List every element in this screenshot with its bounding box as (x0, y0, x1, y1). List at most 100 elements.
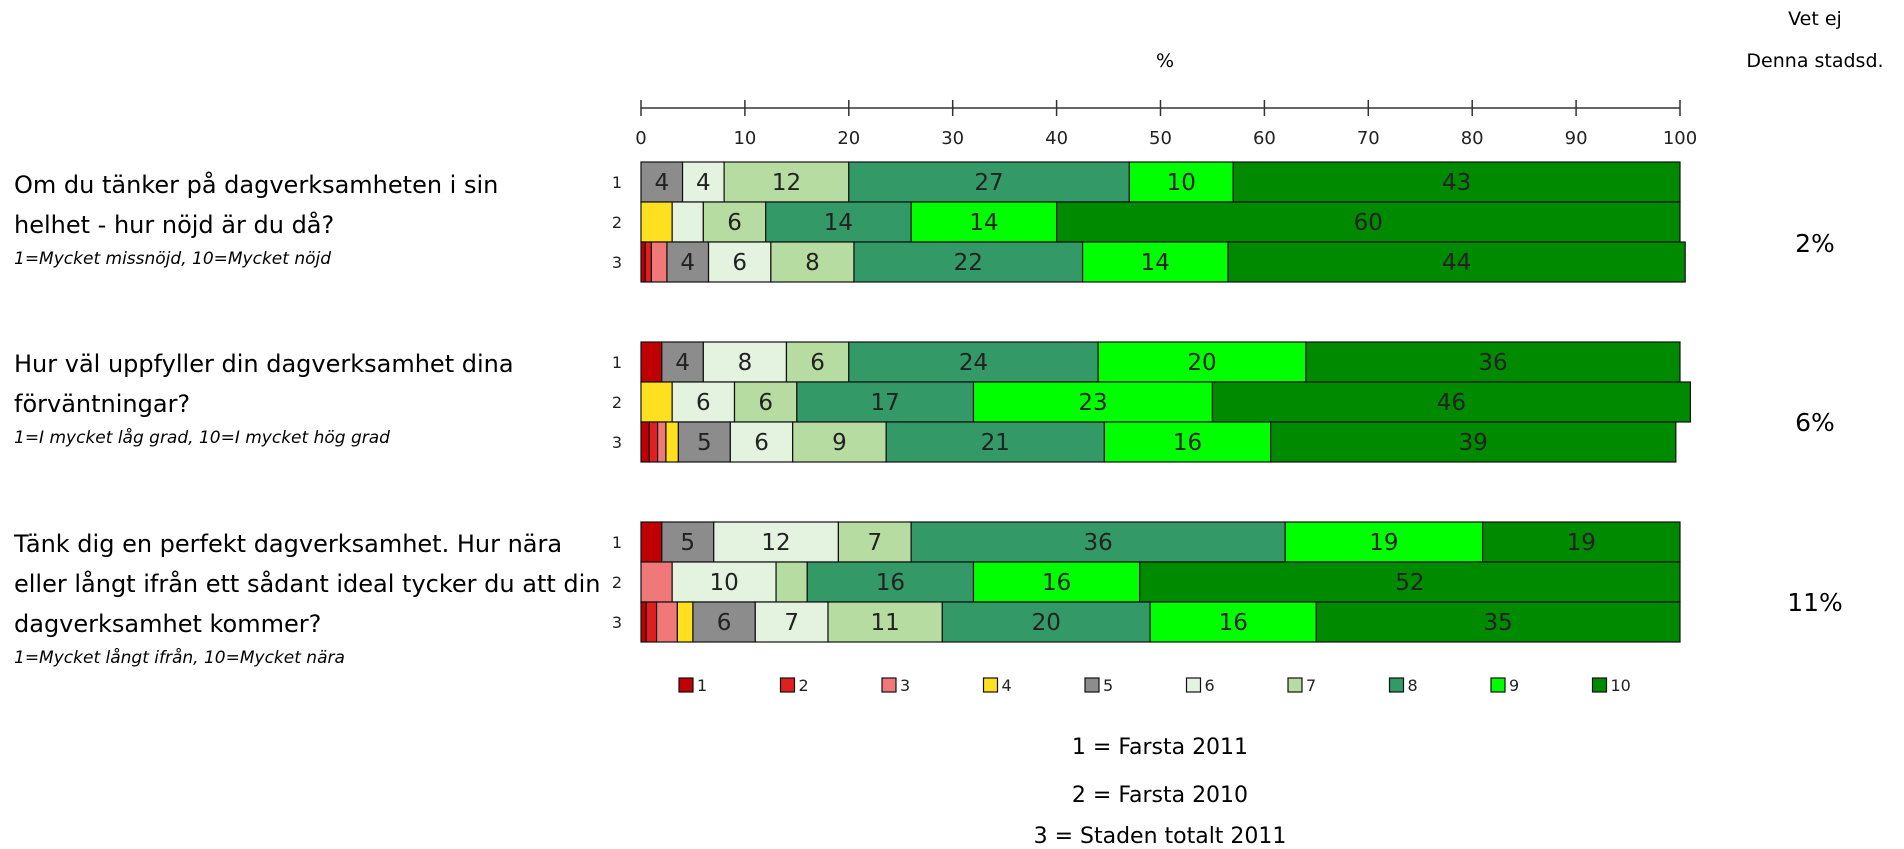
bar-segment-10 (1211, 381, 1691, 423)
bar-segment-6 (713, 521, 840, 563)
data-label: 7 (784, 610, 799, 636)
legend-swatch-10 (1591, 677, 1608, 693)
data-label: 16 (1173, 430, 1202, 456)
x-tick-label: 50 (1149, 128, 1172, 149)
data-label: 16 (1219, 610, 1248, 636)
data-label: 7 (867, 530, 882, 556)
legend-swatch-4 (982, 677, 999, 693)
bar-segment-5 (661, 521, 715, 563)
x-tick-label: 0 (635, 128, 646, 149)
row-label: 1 (612, 353, 622, 372)
data-label: 19 (1369, 530, 1398, 556)
bar-segment-2 (645, 601, 658, 643)
question-1-text: Om du tänker på dagverksamheten i sin he… (14, 171, 499, 239)
bar-segment-1 (640, 241, 646, 283)
question-2-scale: 1=I mycket låg grad, 10=I mycket hög gra… (14, 428, 390, 448)
bar-segment-2 (644, 241, 652, 283)
x-tick-label: 60 (1253, 128, 1276, 149)
data-label: 6 (717, 610, 732, 636)
row-label: 3 (612, 253, 622, 272)
bar-segment-5 (666, 241, 710, 283)
data-label: 4 (680, 250, 695, 276)
bar-segment-1 (640, 521, 663, 563)
unit-label: % (1155, 50, 1175, 72)
x-tick-label: 40 (1045, 128, 1068, 149)
row-label: 1 (612, 533, 622, 552)
data-label: 5 (697, 430, 712, 456)
data-label: 11 (871, 610, 900, 636)
question-1-scale: 1=Mycket missnöjd, 10=Mycket nöjd (14, 249, 332, 269)
data-label: 10 (1167, 170, 1196, 196)
bar-segment-7 (770, 241, 855, 283)
data-label: 12 (761, 530, 790, 556)
row-label: 2 (612, 213, 622, 232)
bar-segment-3 (655, 601, 678, 643)
footnote-2: 2 = Farsta 2010 (1071, 783, 1249, 808)
bar-segment-7 (733, 381, 798, 423)
question-3-text: Tänk dig en perfekt dagverksamhet. Hur n… (14, 530, 601, 638)
question-2-text: Hur väl uppfyller din dagverksamhet dina… (14, 350, 514, 418)
legend-swatch-9 (1490, 677, 1506, 693)
legend-swatch-8 (1388, 677, 1405, 693)
vet-ej-q2: 6% (1795, 408, 1835, 437)
data-label: 36 (1084, 530, 1113, 556)
legend-label-1: 1 (697, 676, 707, 695)
bar-segment-4 (665, 421, 680, 463)
data-label: 16 (1042, 570, 1071, 596)
legend-label-2: 2 (799, 676, 809, 695)
row-label: 1 (612, 173, 622, 192)
bar-segment-6 (754, 601, 829, 643)
vet-ej-q3: 11% (1787, 588, 1843, 617)
data-label: 8 (805, 250, 820, 276)
x-tick-label: 20 (837, 128, 860, 149)
bar-segment-1 (640, 421, 650, 463)
data-label: 5 (680, 530, 695, 556)
legend-label-5: 5 (1103, 676, 1113, 695)
x-tick-label: 10 (733, 128, 756, 149)
bar-segment-6 (681, 161, 725, 203)
bar-segment-3 (657, 421, 667, 463)
x-tick-label: 90 (1565, 128, 1588, 149)
bar-segment-8 (941, 601, 1151, 643)
data-label: 6 (732, 250, 747, 276)
data-label: 4 (675, 350, 690, 376)
data-label: 36 (1478, 350, 1507, 376)
data-label: 46 (1437, 390, 1466, 416)
bar-segment-8 (848, 161, 1130, 203)
bar-segment-10 (1315, 601, 1681, 643)
bar-segment-7 (775, 561, 808, 603)
data-label: 6 (754, 430, 769, 456)
footnote-3: 3 = Staden totalt 2011 (1033, 824, 1287, 849)
question-2: Hur väl uppfyller din dagverksamhet dina… (14, 344, 574, 452)
bar-segment-10 (1481, 521, 1681, 563)
bar-segment-9 (972, 561, 1141, 603)
bar-segment-6 (729, 421, 794, 463)
question-3: Tänk dig en perfekt dagverksamhet. Hur n… (14, 524, 614, 672)
bar-segment-7 (702, 201, 767, 243)
bar-segment-9 (1128, 161, 1234, 203)
legend-swatch-7 (1287, 677, 1303, 693)
bar-segment-2 (648, 421, 659, 463)
data-label: 22 (954, 250, 983, 276)
bar-segment-1 (640, 601, 647, 643)
bar-segment-10 (1055, 201, 1681, 243)
bar-segment-4 (640, 201, 673, 243)
bar-segment-5 (677, 421, 731, 463)
data-label: 6 (810, 350, 825, 376)
bar-segment-10 (1139, 561, 1681, 603)
bar-segment-8 (806, 561, 975, 603)
legend-label-7: 7 (1306, 676, 1316, 695)
data-label: 6 (696, 390, 711, 416)
bar-segment-3 (650, 241, 668, 283)
bar-segment-9 (1081, 241, 1229, 283)
bar-segment-8 (910, 521, 1286, 563)
data-label: 27 (974, 170, 1003, 196)
data-label: 19 (1567, 530, 1596, 556)
legend-label-10: 10 (1611, 676, 1631, 695)
data-label: 14 (1141, 250, 1170, 276)
bar-segment-8 (765, 201, 912, 243)
data-label: 9 (832, 430, 847, 456)
bar-segment-7 (785, 341, 850, 383)
legend-label-6: 6 (1205, 676, 1215, 695)
